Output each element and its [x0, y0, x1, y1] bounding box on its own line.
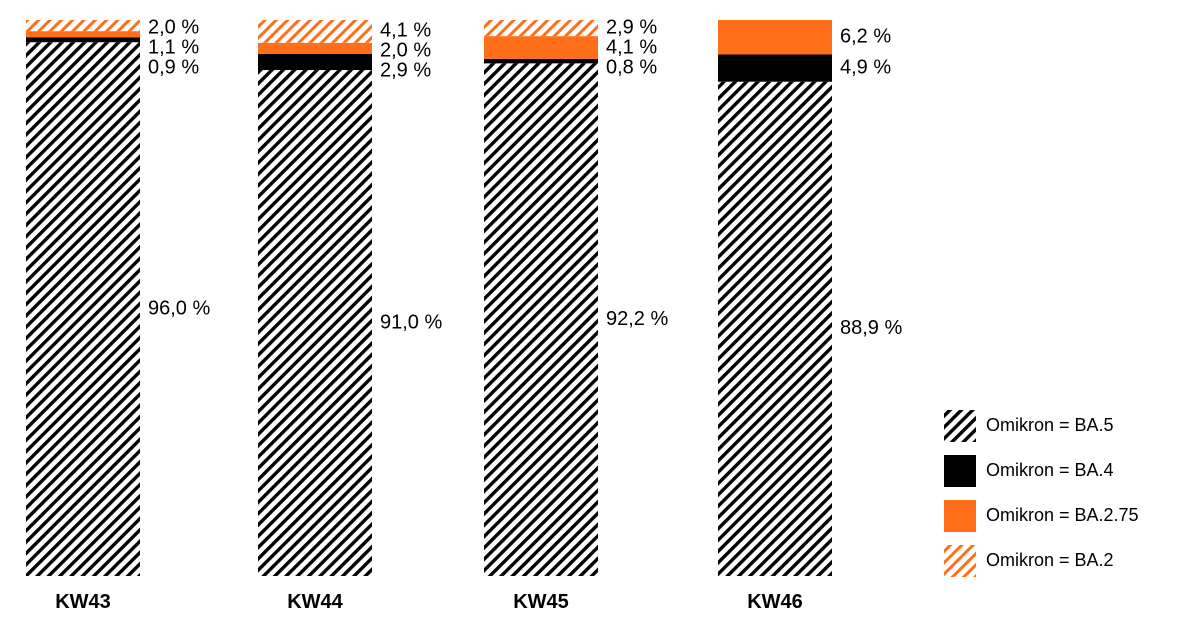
bar-kw44-series-1 — [258, 53, 372, 71]
legend: Omikron = BA.5 Omikron = BA.4 Omikron = BA… — [944, 410, 1139, 577]
bar-kw45-series-3 — [484, 20, 598, 37]
bar-kw43-series-0 — [26, 42, 140, 577]
bar-kw43-series-1 — [26, 37, 140, 43]
data-label-kw46-series-2: 6,2 % — [840, 26, 891, 48]
data-label-kw43-series-2: 1,1 % — [148, 36, 199, 58]
bar-kw46-series-2 — [718, 20, 832, 55]
data-label-kw46-series-1: 4,9 % — [840, 56, 891, 78]
data-label-kw44-series-0: 91,0 % — [380, 311, 442, 333]
data-label-kw43-series-1: 0,9 % — [148, 56, 199, 78]
bar-kw45-series-0 — [484, 63, 598, 577]
bar-kw46-series-0 — [718, 81, 832, 576]
data-label-kw43-series-0: 96,0 % — [148, 297, 210, 319]
data-label-kw43-series-3: 2,0 % — [148, 16, 199, 38]
legend-swatch-0 — [944, 410, 976, 442]
legend-swatch-3 — [944, 545, 976, 577]
bar-kw45-series-1 — [484, 58, 598, 64]
category-label-kw46: KW46 — [747, 591, 803, 613]
data-label-kw45-series-0: 92,2 % — [606, 308, 668, 330]
data-label-kw45-series-2: 4,1 % — [606, 36, 657, 58]
bar-kw46-series-1 — [718, 54, 832, 82]
legend-swatch-2 — [944, 500, 976, 532]
bar-kw44-series-3 — [258, 20, 372, 43]
data-label-kw44-series-3: 4,1 % — [380, 20, 431, 42]
data-label-kw45-series-3: 2,9 % — [606, 16, 657, 38]
bar-kw45-series-2 — [484, 36, 598, 59]
data-label-kw44-series-2: 2,0 % — [380, 40, 431, 62]
data-label-kw45-series-1: 0,8 % — [606, 56, 657, 78]
legend-label-2: Omikron = BA.2.75 — [986, 505, 1139, 525]
bar-kw43-series-3 — [26, 20, 140, 32]
bar-kw44-series-2 — [258, 42, 372, 54]
bar-kw44-series-0 — [258, 70, 372, 576]
category-label-kw45: KW45 — [513, 591, 569, 613]
data-label-kw44-series-1: 2,9 % — [380, 60, 431, 82]
bar-kw43-series-2 — [26, 31, 140, 38]
legend-swatch-1 — [944, 455, 976, 487]
legend-label-3: Omikron = BA.2 — [986, 550, 1114, 570]
category-label-kw43: KW43 — [55, 591, 111, 613]
legend-label-0: Omikron = BA.5 — [986, 415, 1114, 435]
category-label-kw44: KW44 — [287, 591, 343, 613]
data-label-kw46-series-0: 88,9 % — [840, 317, 902, 339]
legend-label-1: Omikron = BA.4 — [986, 460, 1114, 480]
